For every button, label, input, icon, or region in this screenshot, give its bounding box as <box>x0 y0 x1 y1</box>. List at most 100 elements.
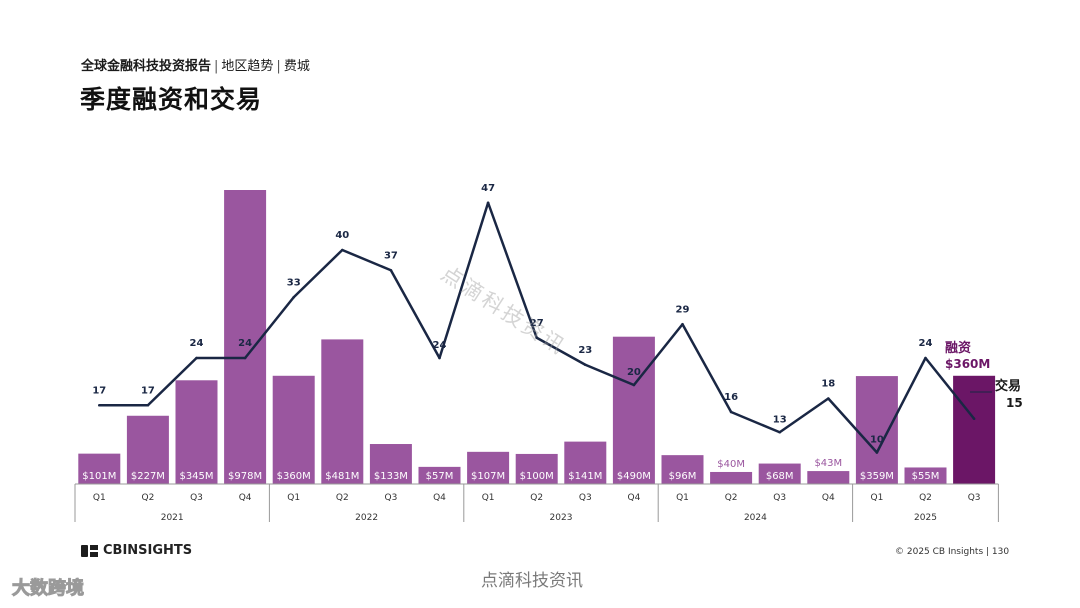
x-tick-label: Q1 <box>870 493 883 503</box>
deals-point-label: 29 <box>676 304 690 315</box>
legend-funding-label: 融资 <box>945 340 971 356</box>
funding-bar <box>807 471 850 484</box>
deals-point <box>681 322 684 326</box>
year-label: 2021 <box>161 513 184 523</box>
funding-bar-label: $68M <box>766 471 794 482</box>
year-label: 2024 <box>744 513 767 523</box>
funding-bar-label: $345M <box>179 471 213 482</box>
deals-point-label: 17 <box>141 385 155 396</box>
x-tick-label: Q4 <box>822 493 835 503</box>
deals-point-label: 33 <box>287 277 301 288</box>
funding-bar <box>321 339 364 484</box>
funding-bar-label: $43M <box>814 458 842 469</box>
deals-point <box>778 430 781 434</box>
funding-bar <box>175 380 218 484</box>
line-layer <box>98 201 976 454</box>
deals-point-label: 47 <box>481 183 495 194</box>
deals-point-label: 24 <box>433 340 447 351</box>
axis-layer: Q1 Q2 Q3 Q4 Q1 Q2 Q3 Q4 Q1 Q2 Q3 Q4 Q1 Q2 Q3 Q4 Q1 Q2 Q3 20… <box>74 483 999 523</box>
breadcrumb: 全球金融科技投资报告 | 地区趋势 | 费城 <box>81 55 310 74</box>
deals-point-label: 16 <box>724 392 738 403</box>
deals-point <box>98 403 101 407</box>
funding-bar-label: $481M <box>325 471 359 482</box>
deals-point <box>438 356 441 360</box>
x-tick-label: Q3 <box>190 493 203 503</box>
deals-point <box>341 248 344 252</box>
funding-bar-label: $490M <box>617 471 651 482</box>
bar-labels-layer: $101M $227M $345M $978M $360M $481M $133M $57M $… <box>82 458 939 482</box>
funding-bar-label: $57M <box>426 471 454 482</box>
x-tick-label: Q4 <box>433 493 446 503</box>
deals-point <box>486 201 490 205</box>
deals-point-label: 24 <box>238 338 252 349</box>
breadcrumb-separator: | <box>214 59 219 74</box>
deals-point-label: 17 <box>92 385 106 396</box>
x-tick-label: Q1 <box>676 493 689 503</box>
funding-bar-label: $107M <box>471 471 505 482</box>
logo-text: CBINSIGHTS <box>103 543 193 558</box>
deals-point-label: 13 <box>773 414 787 425</box>
funding-bar <box>904 467 947 484</box>
deals-point-label: 24 <box>919 338 933 349</box>
deals-point <box>632 383 636 387</box>
deals-point <box>146 403 150 407</box>
breadcrumb-city: 费城 <box>283 59 310 74</box>
watermark-bottom: 点滴科技资讯 <box>481 571 583 591</box>
x-tick-label: Q3 <box>968 493 981 503</box>
funding-bar <box>758 463 801 484</box>
deals-point-label: 40 <box>335 230 349 241</box>
breadcrumb-separator: | <box>276 59 281 74</box>
breadcrumb-section: 地区趋势 <box>221 59 274 74</box>
deals-point <box>243 356 247 360</box>
x-tick-label: Q4 <box>627 493 640 503</box>
x-tick-label: Q1 <box>482 493 495 503</box>
year-label: 2025 <box>914 513 937 523</box>
x-tick-label: Q1 <box>93 493 106 503</box>
funding-bar <box>126 415 169 484</box>
point-labels-layer: 17 17 24 24 33 40 37 24 47 27 23 20 29 16 13 18 10 24 <box>92 183 932 446</box>
year-label: 2023 <box>550 513 573 523</box>
footer-copyright: © 2025 CB Insights | 130 <box>895 547 1010 557</box>
deals-point <box>389 268 393 272</box>
funding-bar <box>467 451 510 484</box>
x-tick-label: Q2 <box>141 493 154 503</box>
funding-bar-label: $359M <box>860 471 894 482</box>
x-tick-label: Q4 <box>239 493 252 503</box>
x-tick-label: Q3 <box>384 493 397 503</box>
cbinsights-logo: CBINSIGHTS <box>81 543 192 558</box>
legend-deals-label: 交易 <box>995 378 1021 394</box>
deals-point <box>292 295 296 299</box>
funding-bar-label: $227M <box>131 471 165 482</box>
deals-point <box>584 363 587 367</box>
deals-point-label: 23 <box>578 345 592 356</box>
watermark-corner: 大数跨境 <box>12 578 85 600</box>
funding-bar-label: $96M <box>669 471 697 482</box>
deals-point <box>875 451 879 454</box>
bars-layer <box>78 190 996 484</box>
deals-point <box>827 397 830 400</box>
breadcrumb-report: 全球金融科技投资报告 <box>81 59 212 74</box>
funding-bar <box>369 444 412 484</box>
x-tick-label: Q2 <box>725 493 738 503</box>
deals-point-label: 27 <box>530 318 544 329</box>
page-title: 季度融资和交易 <box>80 85 263 114</box>
x-tick-label: Q2 <box>919 493 932 503</box>
funding-bar <box>515 453 558 484</box>
legend-layer: 融资 $360M 交易 15 <box>945 340 1023 410</box>
funding-bar-label: $55M <box>912 471 940 482</box>
cbinsights-logo-icon <box>81 544 98 557</box>
legend-funding-value: $360M <box>945 357 990 371</box>
deals-point <box>535 336 538 340</box>
funding-bar <box>224 190 267 484</box>
funding-bar-label: $101M <box>82 471 116 482</box>
funding-bar-label: $133M <box>374 471 408 482</box>
funding-bar <box>953 375 996 484</box>
deals-point-label: 10 <box>870 435 884 446</box>
funding-bar <box>564 441 607 484</box>
deals-point <box>195 356 198 360</box>
funding-bar-label: $100M <box>520 471 554 482</box>
funding-bar-label: $40M <box>717 459 745 470</box>
funding-bar-label: $141M <box>568 471 602 482</box>
funding-bar <box>612 336 655 484</box>
deals-point-label: 20 <box>627 367 641 378</box>
